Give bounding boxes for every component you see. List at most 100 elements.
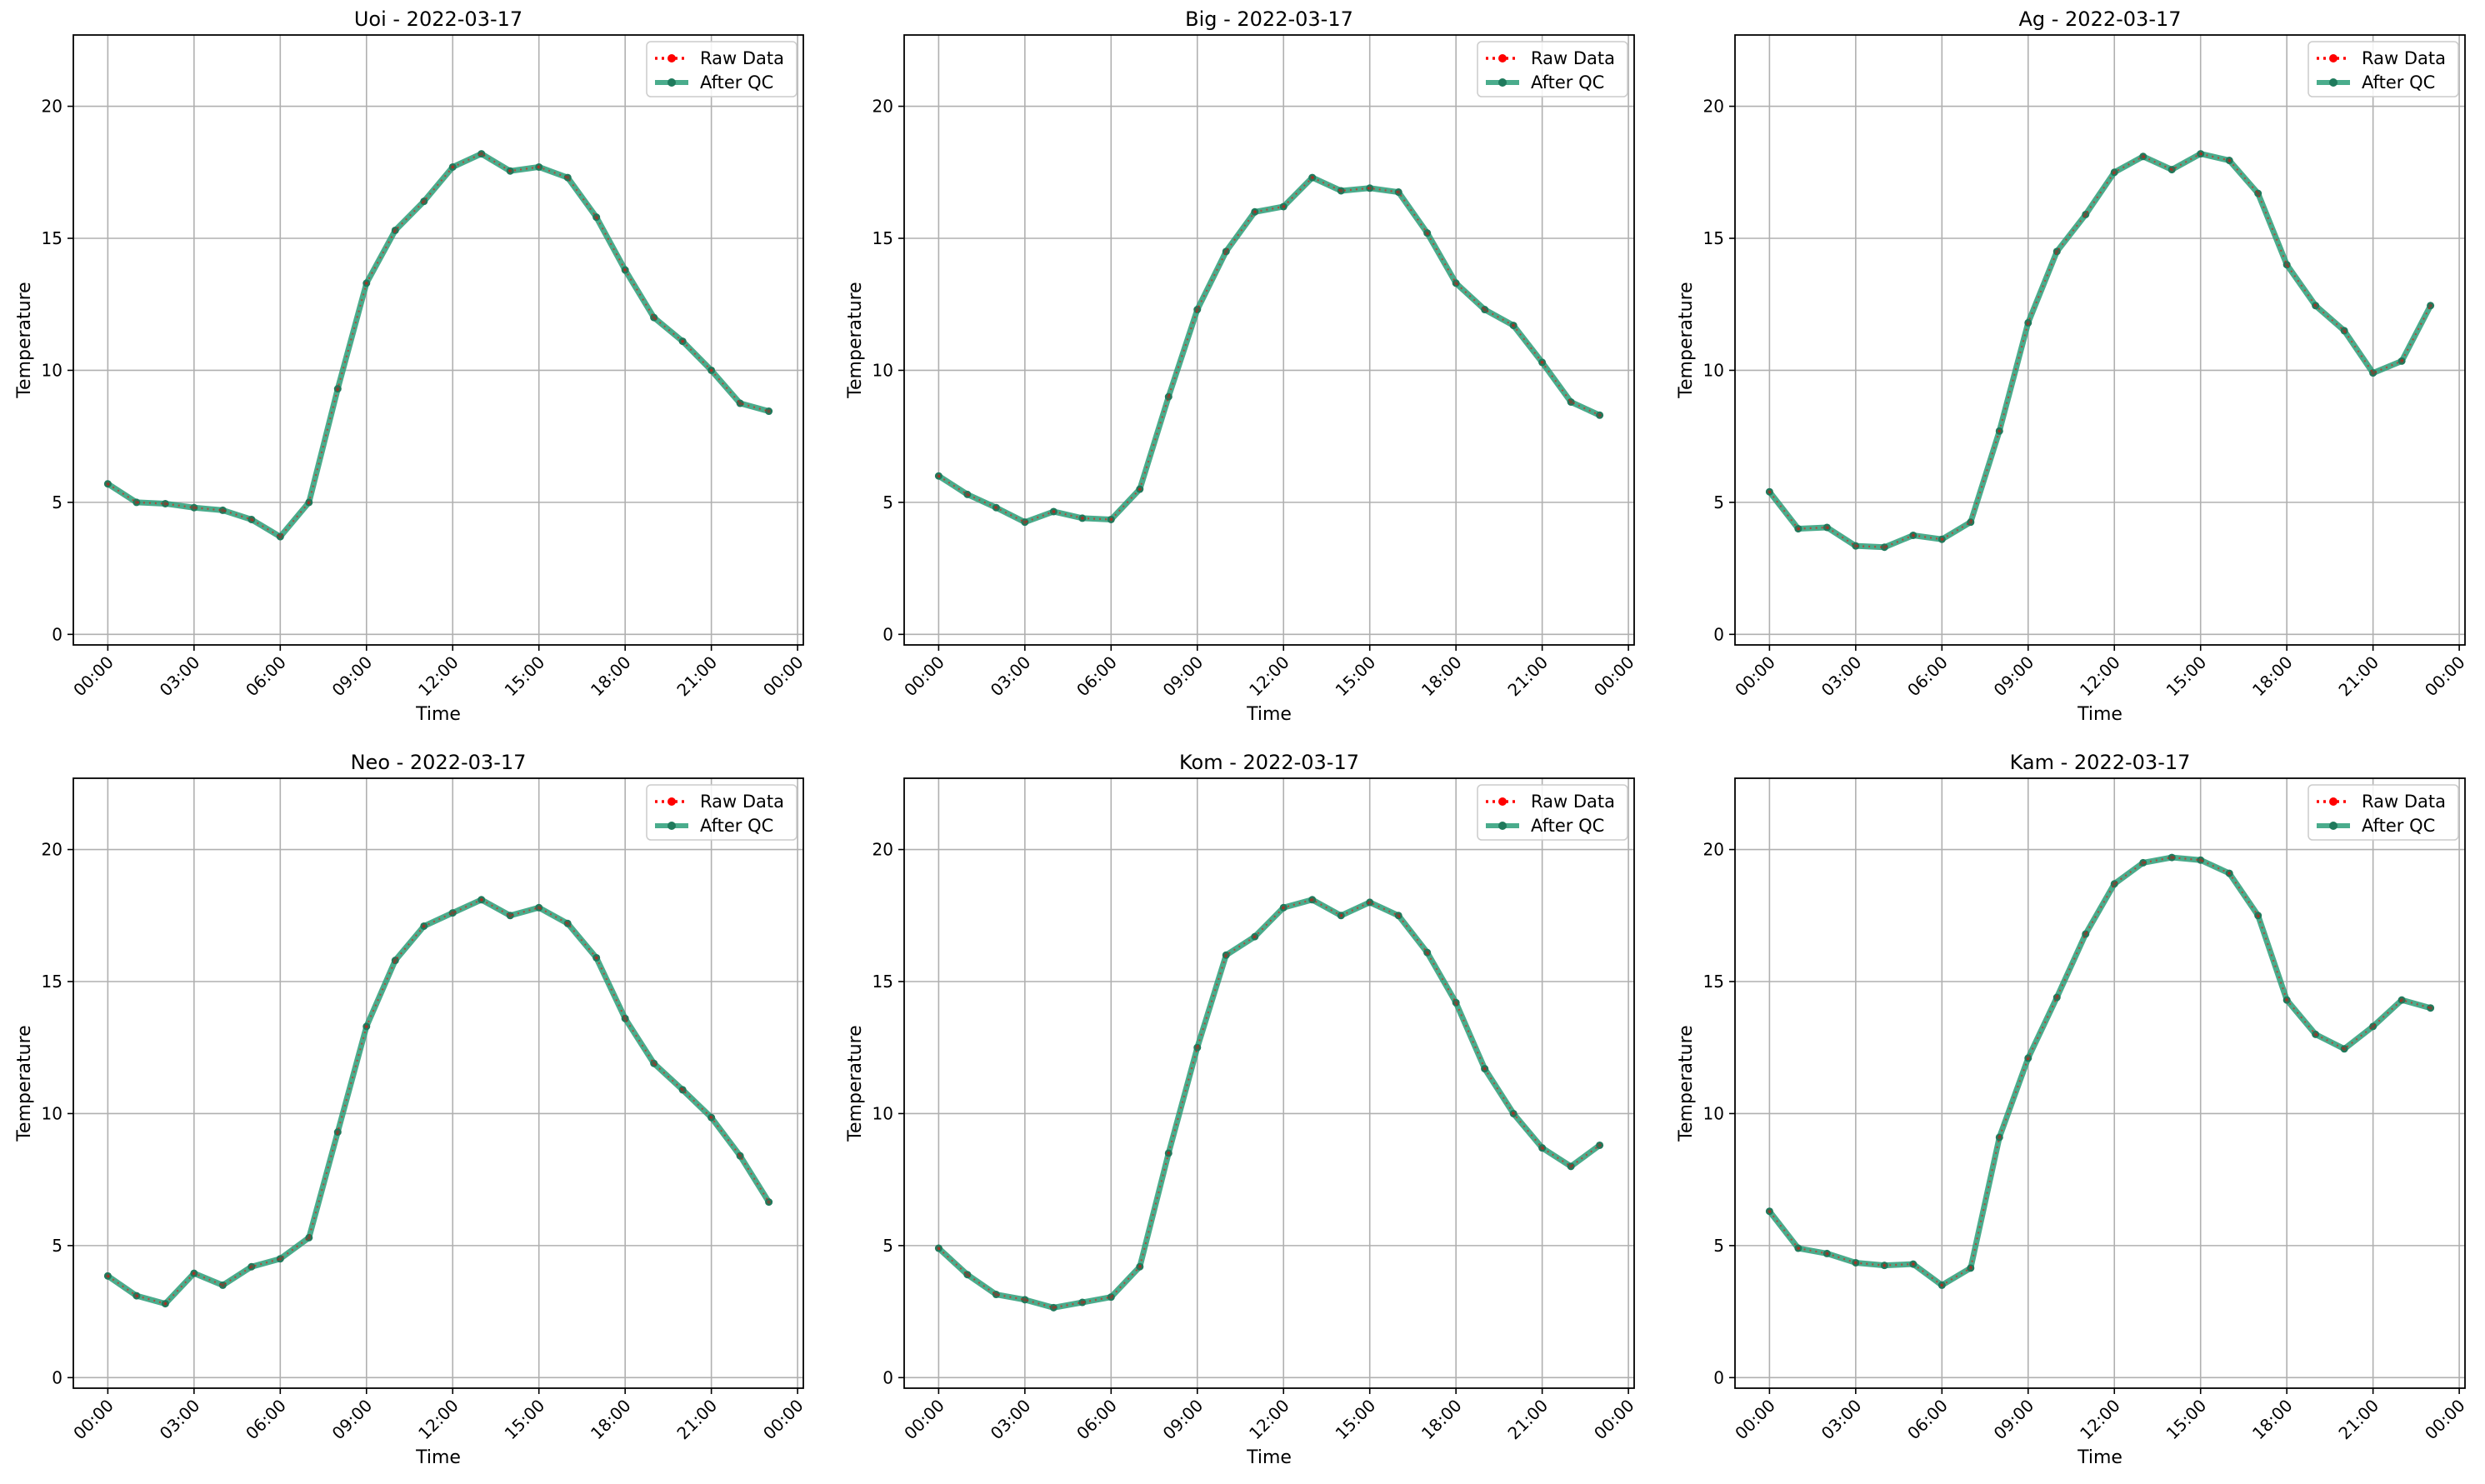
data-point-raw-data bbox=[451, 911, 455, 915]
data-point-raw-data bbox=[2170, 167, 2174, 172]
data-point-raw-data bbox=[2256, 191, 2260, 196]
data-point-raw-data bbox=[364, 1024, 368, 1029]
x-tick-label: 09:00 bbox=[328, 1396, 377, 1444]
x-axis: 00:00 03:00 06:00 09:00 12:00 15:00 18:00 21:00… bbox=[1731, 1388, 2469, 1468]
y-tick-label: 5 bbox=[52, 492, 62, 512]
x-tick-label: 06:00 bbox=[1072, 652, 1121, 701]
data-point-raw-data bbox=[1998, 1135, 2002, 1140]
plot-area bbox=[103, 150, 773, 541]
x-tick-label: 21:00 bbox=[1503, 1396, 1552, 1444]
series-line-after-qc bbox=[937, 897, 1602, 1311]
chart-title: Ag - 2022-03-17 bbox=[2018, 7, 2181, 31]
data-point-raw-data bbox=[2055, 995, 2059, 1000]
legend-marker-after-qc bbox=[668, 78, 676, 87]
series-line-after-qc bbox=[1767, 151, 2433, 551]
y-axis: 0 5 10 15 20 Temperature bbox=[845, 840, 904, 1387]
data-point-raw-data bbox=[1224, 249, 1228, 254]
data-point-raw-data bbox=[278, 534, 282, 539]
x-axis: 00:00 03:00 06:00 09:00 12:00 15:00 18:00 21:00… bbox=[900, 1388, 1638, 1468]
subplot-2: Big - 2022-03-17 00:00 03:00 06:00 09:00 12:0… bbox=[845, 7, 1638, 725]
data-point-raw-data bbox=[2141, 154, 2145, 158]
data-point-after-qc bbox=[1021, 1296, 1029, 1304]
x-tick-label: 12:00 bbox=[2076, 652, 2124, 701]
legend-label-after-qc: After QC bbox=[2362, 816, 2435, 836]
data-point-raw-data bbox=[508, 913, 512, 917]
data-point-raw-data bbox=[479, 152, 483, 156]
x-tick-label: 15:00 bbox=[2162, 652, 2211, 701]
data-point-raw-data bbox=[2284, 997, 2289, 1002]
series-line-raw-data bbox=[1768, 856, 2431, 1287]
data-point-raw-data bbox=[1425, 231, 1429, 235]
legend: Raw Data After QC bbox=[1477, 41, 1628, 97]
data-point-after-qc bbox=[1967, 1264, 1975, 1272]
x-tick-label: 03:00 bbox=[156, 1396, 204, 1444]
y-tick-label: 0 bbox=[52, 1367, 62, 1387]
data-point-raw-data bbox=[1310, 175, 1314, 180]
data-point-raw-data bbox=[594, 215, 598, 219]
data-point-raw-data bbox=[221, 508, 225, 512]
data-point-raw-data bbox=[738, 401, 742, 406]
y-tick-label: 5 bbox=[882, 492, 893, 512]
series-line-raw-data bbox=[1768, 152, 2432, 548]
data-point-raw-data bbox=[937, 473, 941, 478]
y-tick-label: 5 bbox=[1713, 1236, 1724, 1256]
x-tick-label: 15:00 bbox=[2162, 1396, 2211, 1444]
data-point-raw-data bbox=[622, 1017, 628, 1021]
x-tick-label: 12:00 bbox=[1245, 652, 1293, 701]
x-tick-label: 00:00 bbox=[759, 652, 808, 701]
data-point-raw-data bbox=[2399, 359, 2404, 363]
data-point-after-qc bbox=[248, 515, 256, 523]
legend-label-raw-data: Raw Data bbox=[700, 792, 784, 812]
data-point-after-qc bbox=[478, 150, 486, 158]
data-point-after-qc bbox=[2024, 1054, 2032, 1062]
y-tick-label: 10 bbox=[42, 1103, 62, 1123]
data-point-raw-data bbox=[1022, 1297, 1028, 1302]
series-raw-data bbox=[106, 152, 771, 539]
data-point-raw-data bbox=[2083, 212, 2088, 217]
y-tick-label: 10 bbox=[872, 360, 893, 380]
data-point-raw-data bbox=[1167, 394, 1171, 399]
data-point-raw-data bbox=[1252, 210, 1257, 214]
data-point-raw-data bbox=[1282, 906, 1286, 910]
data-point-raw-data bbox=[2170, 855, 2174, 860]
data-point-after-qc bbox=[1452, 279, 1460, 287]
data-point-after-qc bbox=[2139, 152, 2148, 161]
x-tick-label: 03:00 bbox=[156, 652, 204, 701]
series-line-after-qc bbox=[106, 897, 772, 1307]
data-point-after-qc bbox=[1136, 1262, 1144, 1271]
data-point-raw-data bbox=[422, 199, 426, 203]
y-tick-label: 0 bbox=[1713, 1367, 1724, 1387]
data-point-raw-data bbox=[1598, 1143, 1602, 1147]
data-point-after-qc bbox=[563, 919, 572, 927]
chart-title: Uoi - 2022-03-17 bbox=[354, 7, 522, 31]
x-axis: 00:00 03:00 06:00 09:00 12:00 15:00 18:00 21:00… bbox=[69, 1388, 808, 1468]
data-point-raw-data bbox=[1998, 429, 2002, 433]
series-line-raw-data bbox=[938, 898, 1601, 1309]
data-point-raw-data bbox=[1598, 413, 1602, 417]
x-tick-label: 21:00 bbox=[672, 652, 721, 701]
data-point-raw-data bbox=[652, 315, 656, 320]
x-tick-label: 09:00 bbox=[1159, 652, 1208, 701]
x-tick-label: 21:00 bbox=[1503, 652, 1552, 701]
data-point-raw-data bbox=[1138, 1265, 1142, 1269]
y-tick-label: 20 bbox=[42, 97, 62, 117]
y-axis-label: Temperature bbox=[1676, 1025, 1697, 1142]
legend: Raw Data After QC bbox=[2308, 41, 2459, 97]
data-point-after-qc bbox=[2398, 996, 2406, 1004]
x-tick-label: 00:00 bbox=[900, 1396, 948, 1444]
series-raw-data bbox=[937, 897, 1602, 1310]
x-tick-label: 15:00 bbox=[1332, 652, 1380, 701]
x-axis: 00:00 03:00 06:00 09:00 12:00 15:00 18:00 21:00… bbox=[1731, 645, 2469, 725]
y-tick-label: 0 bbox=[52, 624, 62, 644]
data-point-after-qc bbox=[161, 499, 169, 507]
y-tick-label: 5 bbox=[882, 1236, 893, 1256]
axes-frame bbox=[903, 34, 1635, 646]
x-tick-label: 00:00 bbox=[1731, 1396, 1779, 1444]
data-point-after-qc bbox=[448, 909, 457, 917]
data-point-raw-data bbox=[652, 1062, 656, 1066]
data-point-raw-data bbox=[680, 339, 685, 343]
x-tick-label: 15:00 bbox=[501, 652, 549, 701]
data-point-raw-data bbox=[537, 165, 541, 169]
data-point-raw-data bbox=[1195, 1046, 1199, 1050]
y-axis: 0 5 10 15 20 Temperature bbox=[1676, 840, 1735, 1387]
